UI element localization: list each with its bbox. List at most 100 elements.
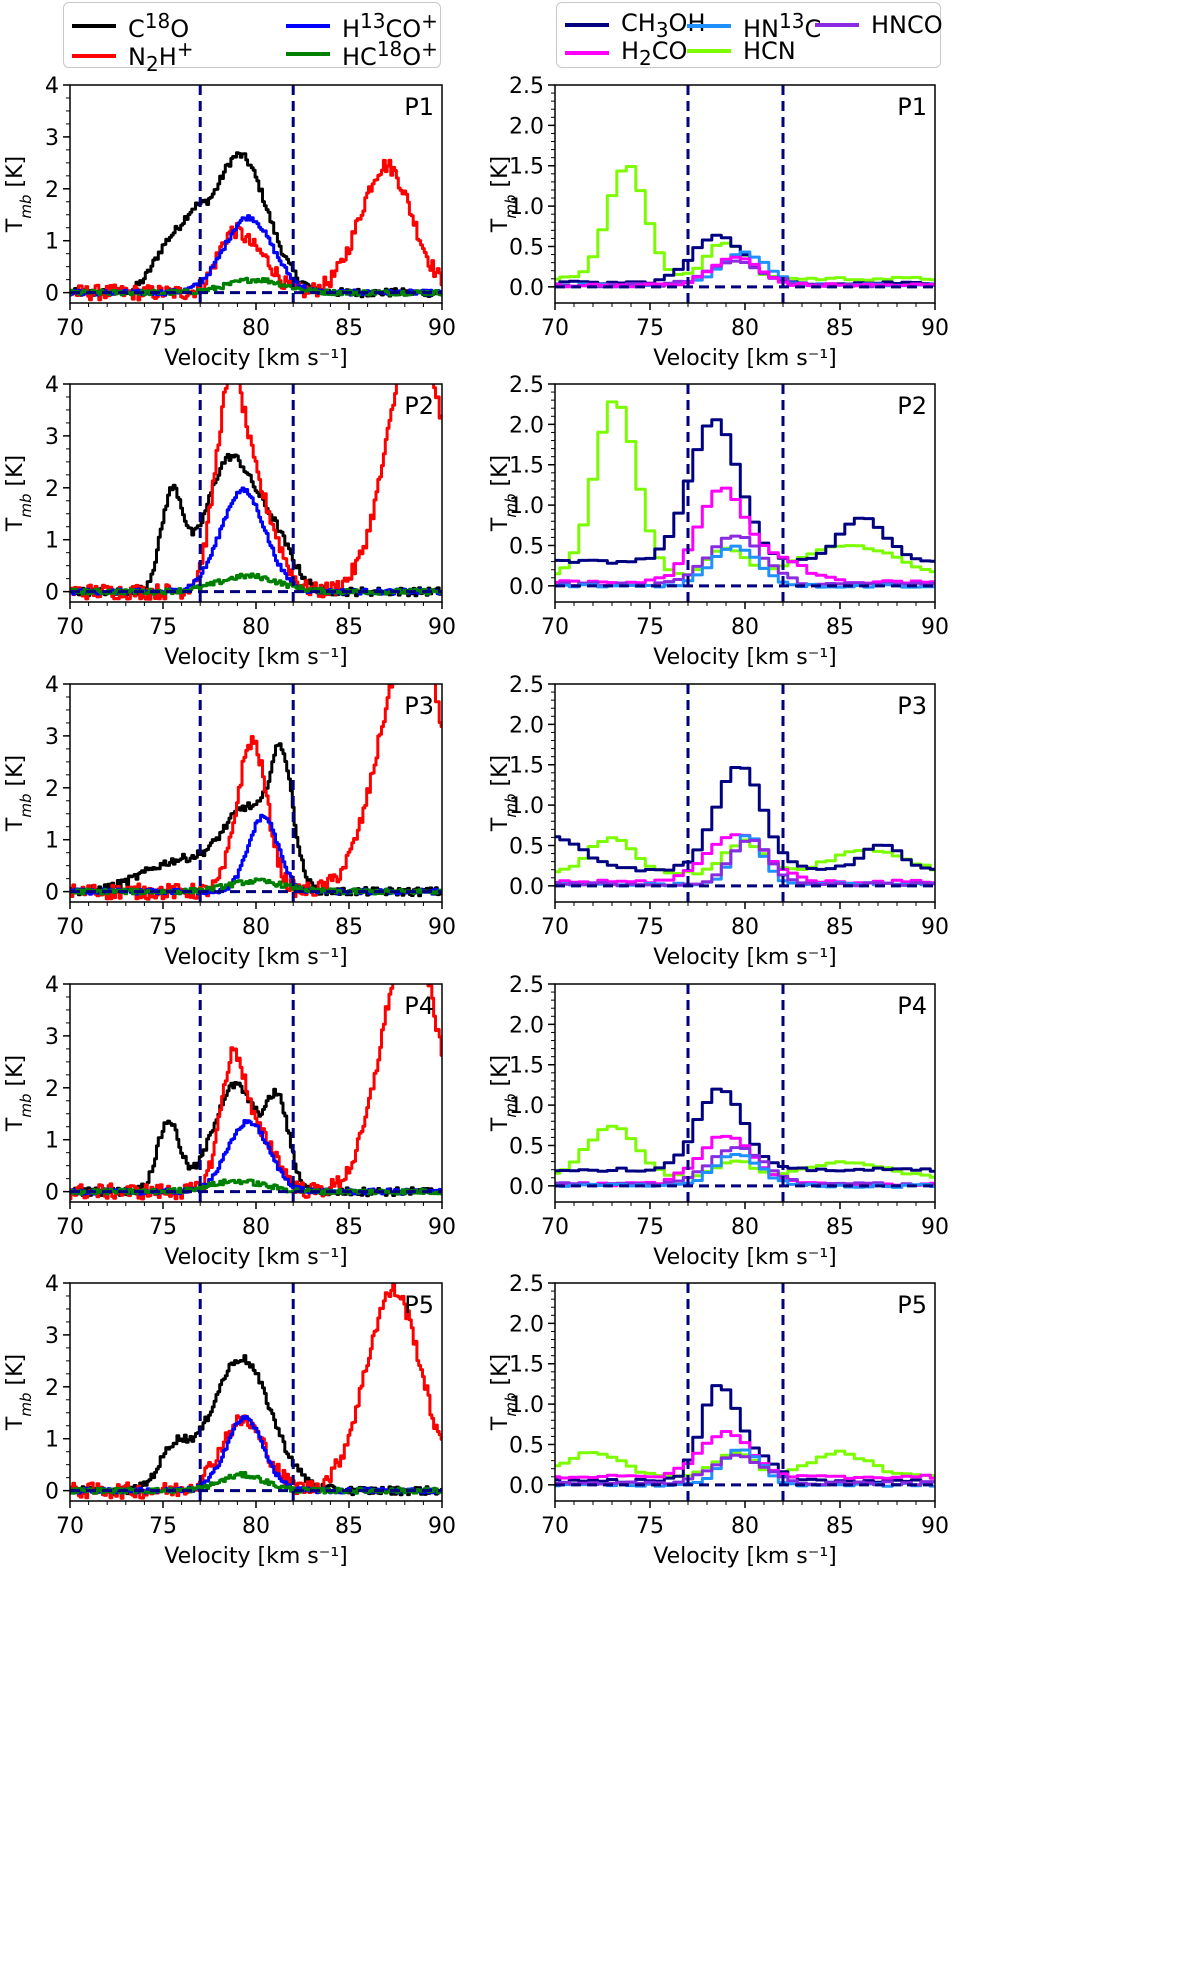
y-axis-label: Tmb [K] [3, 755, 35, 832]
x-tick-label: 90 [428, 316, 456, 341]
panel-label: P4 [404, 992, 434, 1020]
legend-entry-HC18O+: HC18O+ [286, 37, 438, 71]
x-axis-label: Velocity [km s⁻¹] [164, 1544, 348, 1569]
x-tick-label: 75 [636, 915, 664, 940]
x-tick-label: 70 [56, 915, 84, 940]
y-tick-label: 0.0 [509, 575, 544, 600]
x-tick-label: 70 [56, 615, 84, 640]
y-tick-label: 0.5 [509, 1433, 544, 1458]
panel-label: P2 [897, 392, 927, 420]
y-tick-label: 2.0 [509, 713, 544, 738]
x-tick-label: 70 [541, 1215, 569, 1240]
left-panel-P1: 70 75 80 85 90 0 1 2 3 4 Velocity [km s⁻¹] Tmb [K] P… [3, 74, 456, 371]
y-tick-label: 0 [45, 581, 59, 606]
legend-entry-HNCO: HNCO [815, 11, 943, 39]
legend-entry-C18O: C18O [72, 9, 189, 43]
legend-label: HN13C [743, 9, 822, 43]
y-axis-label: Tmb [K] [3, 455, 35, 532]
y-axis-label: Tmb [K] [3, 1055, 35, 1132]
right-panel-P5: 70 75 80 85 90 0.0 0.5 1.0 1.5 2.0 2.5 Velocity [km… [488, 1272, 949, 1569]
y-tick-label: 2.5 [509, 373, 544, 398]
x-tick-label: 85 [335, 316, 363, 341]
y-tick-label: 3 [45, 126, 59, 151]
y-tick-label: 0.0 [509, 1175, 544, 1200]
legend-label: CH3OH [621, 9, 706, 42]
x-axis-label: Velocity [km s⁻¹] [653, 645, 837, 670]
x-tick-label: 70 [541, 915, 569, 940]
legend-label: C18O [128, 9, 190, 43]
y-axis-label: Tmb [K] [3, 156, 35, 233]
legend-swatch [687, 24, 731, 28]
x-tick-label: 70 [56, 316, 84, 341]
x-tick-label: 80 [731, 1215, 759, 1240]
axes-frame [554, 1282, 936, 1502]
x-tick-label: 70 [541, 316, 569, 341]
y-tick-label: 2.0 [509, 114, 544, 139]
y-tick-label: 4 [45, 973, 59, 998]
legend-label: N2H+ [128, 37, 194, 76]
x-tick-label: 90 [428, 1514, 456, 1539]
x-axis-label: Velocity [km s⁻¹] [653, 1245, 837, 1270]
legend-entry-N2H+: N2H+ [72, 37, 194, 76]
y-tick-label: 3 [45, 725, 59, 750]
x-tick-label: 90 [428, 915, 456, 940]
y-tick-label: 2 [45, 1077, 59, 1102]
y-tick-label: 0 [45, 881, 59, 906]
x-tick-label: 90 [921, 1514, 949, 1539]
x-tick-label: 90 [921, 615, 949, 640]
y-tick-label: 2.5 [509, 74, 544, 99]
left-panel-P2: 70 75 80 85 90 0 1 2 3 4 Velocity [km s⁻¹] Tmb [K] P… [3, 373, 456, 670]
x-tick-label: 85 [826, 1215, 854, 1240]
y-tick-label: 4 [45, 673, 59, 698]
legend-entry-HN13C: HN13C [687, 9, 821, 43]
right-panel-P3: 70 75 80 85 90 0.0 0.5 1.0 1.5 2.0 2.5 Velocity [km… [488, 673, 949, 970]
y-tick-label: 0.0 [509, 1474, 544, 1499]
axes-frame [69, 84, 443, 304]
x-axis-label: Velocity [km s⁻¹] [164, 346, 348, 371]
y-tick-label: 2.0 [509, 1013, 544, 1038]
y-tick-label: 2.0 [509, 413, 544, 438]
y-tick-label: 2.5 [509, 973, 544, 998]
y-tick-label: 1.0 [509, 1393, 544, 1418]
y-axis-label: Tmb [K] [488, 156, 520, 233]
x-tick-label: 75 [636, 615, 664, 640]
series-HCN-P4 [555, 1124, 935, 1180]
legend-entry-HCN: HCN [687, 37, 796, 65]
x-tick-label: 80 [242, 615, 270, 640]
y-tick-label: 2 [45, 178, 59, 203]
series-HC18O+-P5 [70, 1471, 442, 1495]
x-tick-label: 75 [149, 915, 177, 940]
x-tick-label: 85 [826, 316, 854, 341]
y-tick-label: 0.5 [509, 834, 544, 859]
panel-label: P3 [897, 692, 927, 720]
y-tick-label: 0 [45, 1480, 59, 1505]
panel-label: P5 [897, 1291, 927, 1319]
x-tick-label: 85 [335, 915, 363, 940]
x-tick-label: 70 [541, 615, 569, 640]
y-tick-label: 0.5 [509, 534, 544, 559]
x-tick-label: 70 [56, 1514, 84, 1539]
x-tick-label: 90 [921, 316, 949, 341]
x-tick-label: 80 [731, 1514, 759, 1539]
legend-label: HCN [743, 37, 796, 65]
x-tick-label: 75 [149, 316, 177, 341]
x-tick-label: 80 [731, 915, 759, 940]
series-CH3OH-P4 [555, 1087, 935, 1173]
y-axis-label: Tmb [K] [488, 455, 520, 532]
series-N2H+-P5 [70, 1283, 442, 1500]
legend-label: HC18O+ [342, 37, 438, 71]
y-axis-label: Tmb [K] [3, 1354, 35, 1431]
x-axis-label: Velocity [km s⁻¹] [164, 1245, 348, 1270]
x-tick-label: 80 [242, 1215, 270, 1240]
series-HCN-P3 [555, 836, 935, 876]
x-tick-label: 85 [826, 615, 854, 640]
x-tick-label: 80 [242, 915, 270, 940]
legend-swatch [565, 51, 609, 56]
x-tick-label: 80 [731, 615, 759, 640]
series-HC18O+-P3 [70, 877, 442, 896]
y-tick-label: 1.0 [509, 494, 544, 519]
x-tick-label: 90 [921, 1215, 949, 1240]
y-tick-label: 0 [45, 282, 59, 307]
series-N2H+-P4 [70, 984, 442, 1201]
